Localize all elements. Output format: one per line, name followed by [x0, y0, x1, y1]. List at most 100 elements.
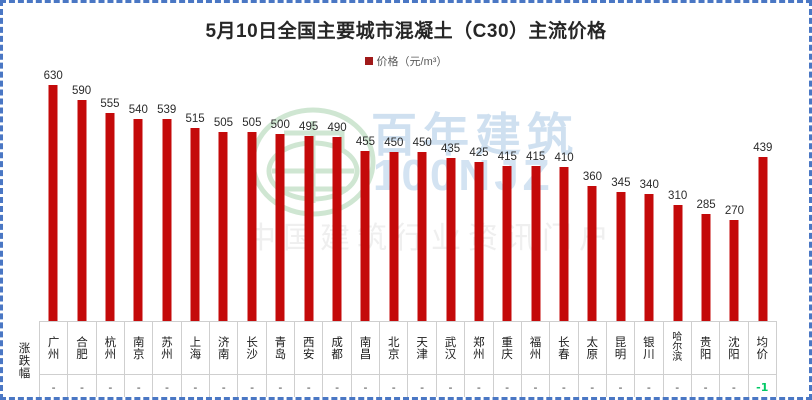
table-cell-city-name: 银川: [635, 322, 664, 374]
table-cell-city-name: 昆明: [607, 322, 636, 374]
bar[interactable]: [77, 99, 87, 321]
table-cell-city-name: 福州: [522, 322, 551, 374]
bar-value-label: 450: [384, 137, 404, 150]
bar[interactable]: [729, 219, 739, 321]
bar[interactable]: [531, 165, 541, 321]
bar-value-label: 590: [71, 84, 92, 97]
table-cell-city-name: 北京: [380, 322, 409, 374]
table-cell-city-name: 重庆: [494, 322, 522, 374]
bar-slot: 505: [238, 73, 266, 321]
bar[interactable]: [673, 204, 683, 321]
bar-slot: 285: [692, 73, 720, 321]
bar-slot: 450: [408, 73, 436, 321]
row-header-label: 涨跌幅: [17, 342, 32, 380]
bar-value-label: 455: [355, 135, 375, 148]
bar-plot-area: 630 590 555 540 539 515 505 505 500 495 490 455 450 4…: [39, 70, 777, 321]
table-cell-city-name: 广州: [40, 322, 69, 374]
table-cell-city-name: 济南: [210, 322, 239, 374]
table-grid: 广州合肥杭州南京苏州上海济南长沙青岛西安成都南昌北京天津武汉郑州重庆福州长春太原…: [39, 321, 777, 397]
bar-value-label: 410: [554, 152, 574, 165]
table-cell-delta: -: [664, 375, 692, 397]
table-cell-city-name: 西安: [295, 322, 324, 374]
bar-slot: 505: [209, 73, 237, 321]
bar-slot: 270: [720, 73, 748, 321]
table-cell-city-name: 太原: [579, 322, 607, 374]
table-cell-city-name: 天津: [408, 322, 437, 374]
bar[interactable]: [190, 128, 200, 321]
bar-slot: 410: [550, 73, 578, 321]
bar-slot: 345: [607, 73, 635, 321]
bar-value-label: 270: [724, 204, 744, 217]
bar-value-label: 439: [753, 141, 773, 154]
table-cell-delta: -: [408, 375, 437, 397]
bar-slot: 630: [39, 70, 67, 321]
bar[interactable]: [247, 131, 257, 321]
bar-value-label: 285: [696, 199, 716, 212]
bar-slot: 435: [436, 73, 464, 321]
table-cell-delta: -: [182, 375, 211, 397]
bar-value-label: 415: [497, 150, 517, 163]
table-cell-city-name: 青岛: [267, 322, 296, 374]
bar-slot: 539: [153, 73, 181, 321]
bar-value-label: 435: [440, 143, 461, 156]
bar-value-label: 415: [526, 150, 546, 163]
bar-value-label: 450: [412, 137, 432, 150]
bar[interactable]: [332, 137, 342, 321]
table-cell-delta: -: [295, 375, 324, 397]
table-cell-delta: -1: [756, 380, 769, 394]
bar[interactable]: [502, 165, 512, 321]
data-table: 涨跌幅 广州合肥杭州南京苏州上海济南长沙青岛西安成都南昌北京天津武汉郑州重庆福州…: [9, 321, 777, 397]
bar-value-label: 340: [639, 178, 659, 191]
bar[interactable]: [48, 85, 58, 321]
table-cell-delta: -: [323, 375, 352, 397]
table-cell-city-name: 郑州: [465, 322, 494, 374]
bar-slot: 455: [351, 73, 379, 321]
legend-label: 价格（元/m³）: [376, 56, 448, 68]
table-cell-city-name: 杭州: [97, 322, 126, 374]
table-cell-delta: -: [579, 375, 607, 397]
table-cell-delta: -: [97, 375, 126, 397]
page-title: 5月10日全国主要城市混凝土（C30）主流价格: [205, 21, 607, 42]
bar-value-label: 505: [242, 116, 262, 129]
bar[interactable]: [701, 214, 711, 321]
bar-value-label: 505: [213, 116, 234, 129]
table-row-delta: - - - - - - - - - - - - - - - - - - - - - - - - - -1: [40, 374, 776, 397]
bar-value-label: 495: [299, 120, 319, 133]
table-cell-delta: -: [267, 375, 296, 397]
bar-slot: 415: [522, 73, 550, 321]
bar[interactable]: [360, 150, 370, 321]
bar[interactable]: [275, 133, 285, 321]
bar[interactable]: [105, 113, 115, 321]
table-cell-delta: -: [153, 375, 182, 397]
bar[interactable]: [559, 167, 569, 321]
table-cell-delta: -: [720, 375, 749, 397]
bar[interactable]: [587, 186, 597, 321]
bar-value-label: 515: [185, 113, 205, 126]
bar[interactable]: [758, 156, 768, 321]
table-cell-delta: -: [692, 375, 721, 397]
table-cell-delta: -: [465, 375, 494, 397]
bar[interactable]: [644, 193, 654, 321]
table-cell-city-name: 长沙: [238, 322, 267, 374]
bar[interactable]: [304, 135, 314, 321]
table-cell-delta: -: [68, 375, 97, 397]
bar-value-label: 425: [469, 146, 489, 159]
bar[interactable]: [389, 152, 399, 321]
chart-legend: 价格（元/m³）: [3, 53, 809, 69]
bar-slot: 495: [294, 73, 322, 321]
bar[interactable]: [218, 131, 228, 321]
table-cell-delta: -: [607, 375, 636, 397]
table-cell-delta: -: [635, 375, 664, 397]
bar[interactable]: [417, 152, 427, 321]
bar[interactable]: [133, 118, 143, 321]
bar[interactable]: [616, 191, 626, 321]
table-cell-city-name: 均价: [756, 334, 769, 361]
bar-value-label: 539: [157, 104, 177, 117]
bar[interactable]: [474, 161, 484, 321]
bar[interactable]: [446, 158, 456, 321]
table-cell-city-name: 苏州: [153, 322, 182, 374]
table-cell-delta: -: [550, 375, 579, 397]
bar[interactable]: [162, 119, 172, 321]
table-cell-city-name: 沈阳: [720, 322, 749, 374]
